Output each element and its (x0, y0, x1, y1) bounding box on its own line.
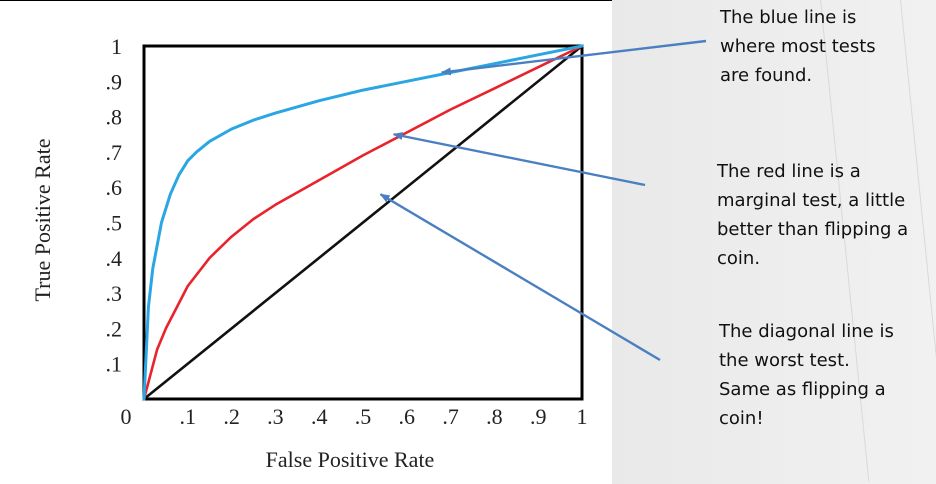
note-line: coin! (719, 408, 764, 429)
y-tick-label: .4 (106, 246, 123, 271)
y-tick-label: .3 (106, 281, 123, 306)
x-tick-label: 0 (121, 404, 132, 429)
x-tick-label: 1 (577, 404, 588, 429)
x-tick-label: .6 (399, 404, 416, 429)
red-note-arrow (392, 132, 646, 187)
y-tick-label: .7 (106, 140, 123, 165)
note-line: The blue line is (720, 7, 857, 28)
y-tick-label: 1 (111, 34, 122, 59)
x-tick-label: .1 (180, 404, 197, 429)
x-axis-label: False Positive Rate (266, 447, 435, 472)
note-line: coin. (717, 248, 761, 269)
y-tick-label: .1 (106, 352, 123, 377)
diagonal-line-note: The diagonal line is the worst test. Same … (719, 317, 894, 433)
top-rule (0, 0, 936, 1)
x-tick-label: .7 (442, 404, 459, 429)
note-line: are found. (720, 65, 813, 86)
note-line: marginal test, a little (717, 190, 906, 211)
y-axis-label: True Positive Rate (30, 139, 55, 302)
y-tick-label: .5 (106, 211, 123, 236)
y-tick-label: .6 (106, 175, 123, 200)
x-tick-label: .5 (355, 404, 372, 429)
x-tick-label: .4 (311, 404, 328, 429)
x-tick-label: .8 (486, 404, 503, 429)
red-series-line (142, 44, 584, 401)
red-line-note: The red line is a marginal test, a little… (717, 157, 908, 273)
note-line: Same as flipping a (719, 379, 886, 400)
note-line: The red line is a (717, 161, 861, 182)
note-line: better than flipping a (717, 219, 909, 240)
note-line: the worst test. (719, 350, 850, 371)
plot-frame (142, 44, 584, 401)
blue-line-note: The blue line is where most tests are foun… (720, 3, 876, 90)
note-line: where most tests (720, 36, 876, 57)
x-tick-label: .9 (530, 404, 547, 429)
diagonal-note-arrow (379, 193, 661, 362)
y-tick-label: .9 (106, 69, 123, 94)
y-tick-label: .8 (106, 105, 123, 130)
right-panel (612, 0, 936, 484)
y-tick-label: .2 (106, 316, 123, 341)
note-line: The diagonal line is (719, 321, 894, 342)
x-tick-label: .2 (223, 404, 240, 429)
x-tick-label: .3 (267, 404, 284, 429)
blue-note-arrow (440, 39, 707, 76)
diagonal-series-line (142, 44, 584, 401)
